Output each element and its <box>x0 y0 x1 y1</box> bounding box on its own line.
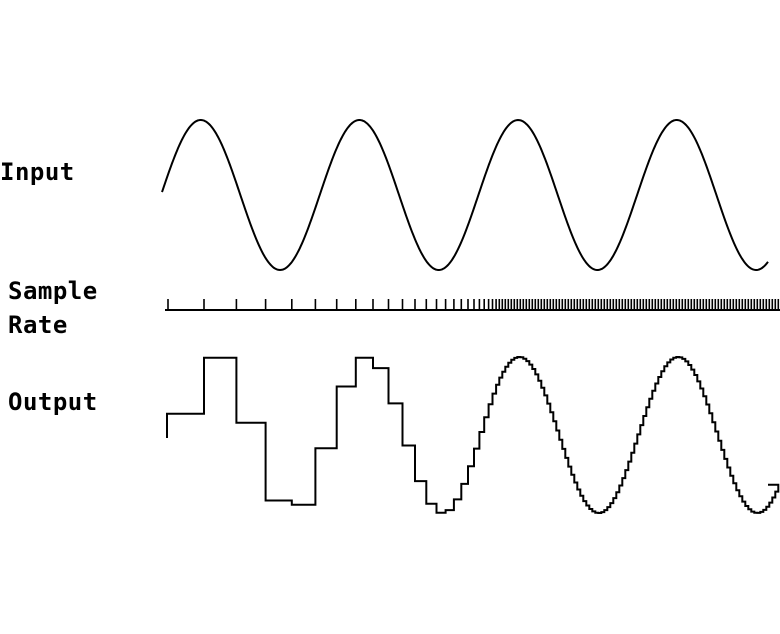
sample-ticks <box>167 299 780 310</box>
sample-rate-label-line2: Rate <box>8 311 68 339</box>
output-sampled-wave <box>166 356 780 514</box>
output-label: Output <box>8 388 98 416</box>
input-label: Input <box>0 158 75 186</box>
input-sine-wave <box>161 118 769 272</box>
sample-rate-label-line1: Sample <box>8 277 98 305</box>
